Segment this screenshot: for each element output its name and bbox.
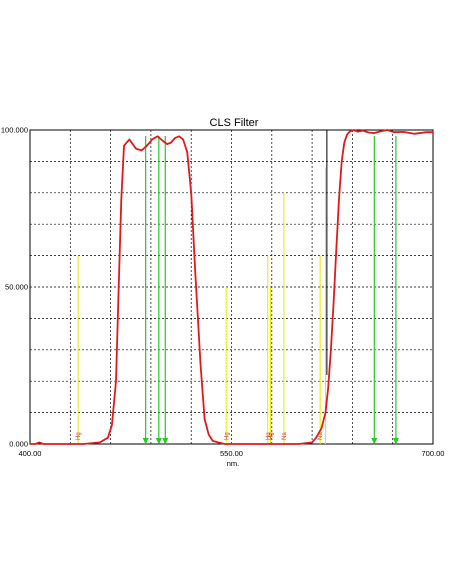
grid	[29, 129, 434, 445]
series-group	[30, 129, 433, 445]
emission-line-label: Hg	[266, 432, 272, 440]
y-tick-label: 100.000	[1, 126, 28, 135]
emission-line-label: Hg	[76, 432, 82, 440]
marker-arrow	[155, 438, 162, 445]
emission-line-label: Na	[318, 432, 324, 440]
y-tick-label: 50.000	[5, 283, 28, 292]
y-tick-label: 0.000	[9, 440, 28, 449]
emission-line-label: Hg	[224, 432, 230, 440]
marker-arrow	[392, 438, 399, 445]
chart-title: CLS Filter	[210, 117, 259, 129]
x-tick-label: 700.00	[422, 449, 445, 458]
marker-arrow	[371, 438, 378, 445]
x-tick-label: 400.00	[19, 449, 42, 458]
x-axis-label: nm.	[227, 459, 240, 468]
marker-arrow	[162, 438, 169, 445]
x-tick-label: 550.00	[220, 449, 243, 458]
marker-arrow	[142, 438, 149, 445]
emission-line-label: Na	[282, 432, 288, 440]
axis-ticks: 400.00 550.00 700.00 0.000 50.000 100.000	[1, 126, 445, 459]
emission-line-label: Hg	[268, 432, 274, 440]
transmission-curve	[30, 129, 433, 445]
marker-lines	[142, 136, 399, 445]
